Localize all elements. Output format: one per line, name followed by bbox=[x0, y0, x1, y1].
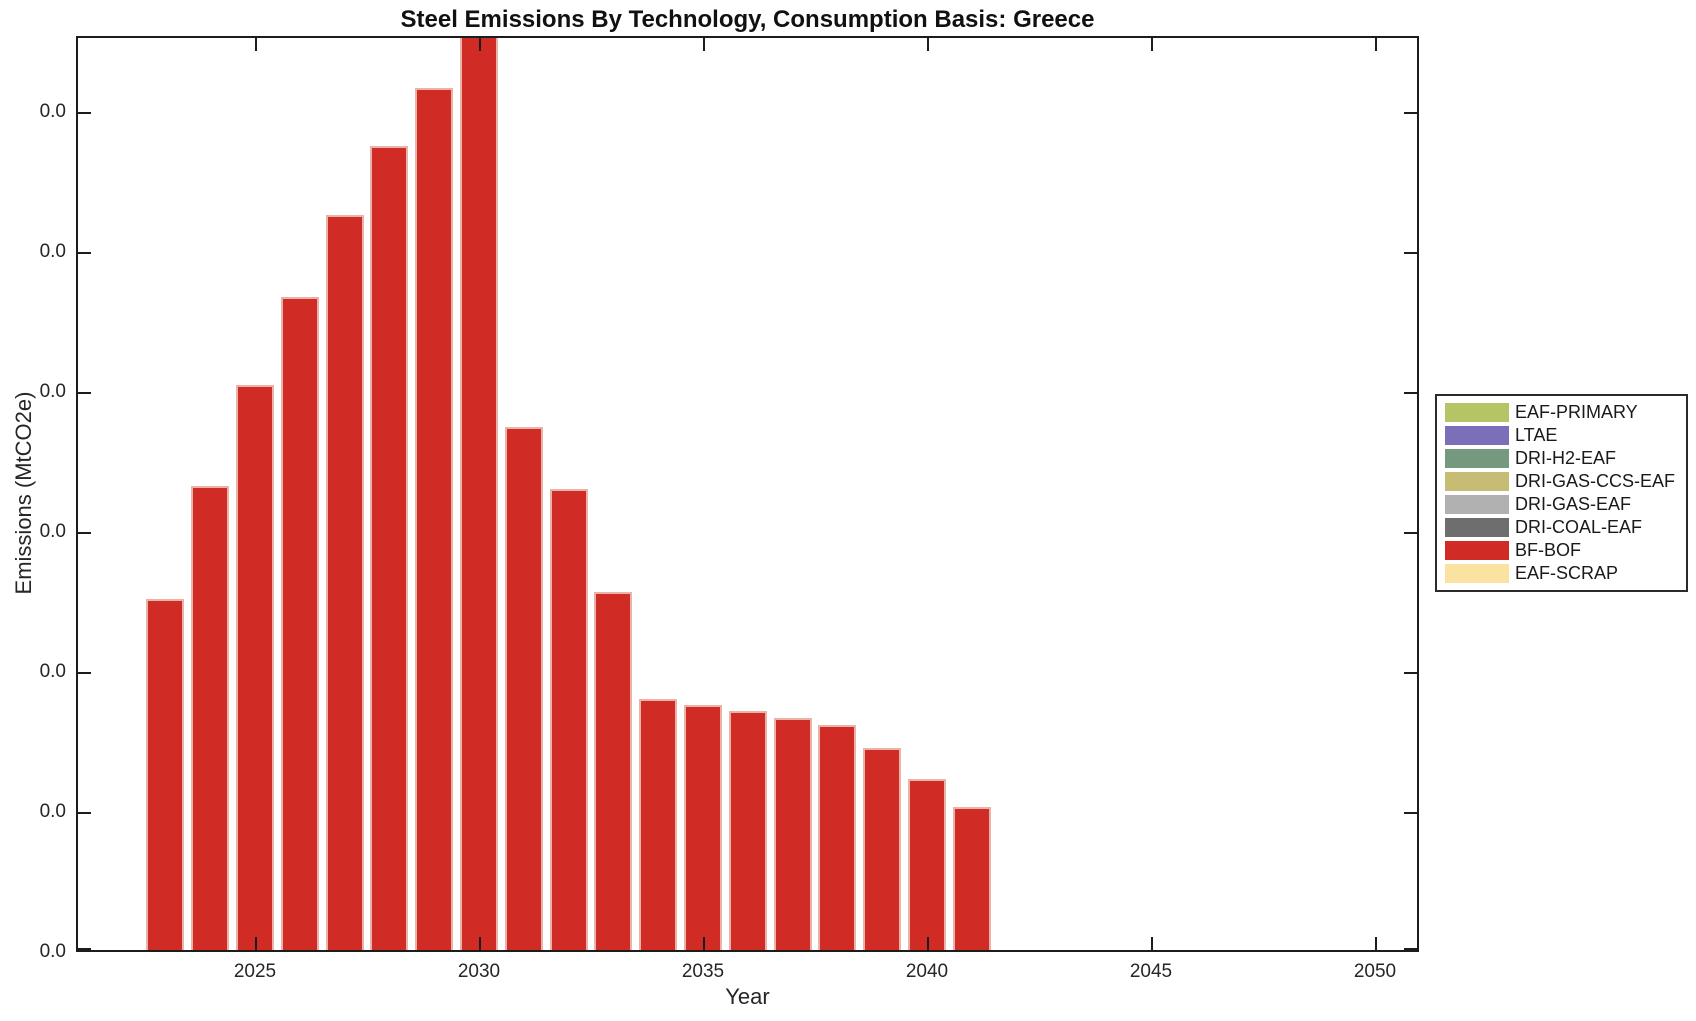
x-tick-label-2025: 2025 bbox=[233, 961, 277, 982]
bar-2028 bbox=[370, 146, 409, 950]
bar-2027 bbox=[325, 215, 364, 950]
bar-2030 bbox=[460, 38, 498, 950]
y-tick-mark-left-6 bbox=[78, 948, 91, 950]
y-tick-mark-right-3 bbox=[1404, 532, 1417, 534]
bar-2036 bbox=[728, 711, 767, 950]
bar-2031 bbox=[504, 427, 543, 950]
y-tick-mark-right-4 bbox=[1404, 672, 1417, 674]
legend-label-dri-coal-eaf: DRI-COAL-EAF bbox=[1515, 517, 1643, 537]
legend-swatch-ltae bbox=[1445, 426, 1509, 445]
y-tick-label-6: 0.0 bbox=[39, 941, 66, 962]
y-tick-mark-right-2 bbox=[1404, 392, 1417, 394]
y-tick-mark-right-1 bbox=[1404, 252, 1417, 254]
legend: EAF-PRIMARY LTAE DRI-H2-EAF DRI-GAS-CCS-EAF… bbox=[1435, 394, 1688, 592]
y-tick-label-3: 0.0 bbox=[39, 521, 66, 542]
plot-canvas bbox=[78, 38, 1417, 950]
legend-label-eaf-scrap: EAF-SCRAP bbox=[1515, 563, 1619, 583]
x-tick-mark-bottom-2045 bbox=[1151, 937, 1153, 950]
bar-2038 bbox=[818, 725, 857, 950]
x-tick-mark-top-2040 bbox=[927, 38, 929, 51]
bar-2032 bbox=[549, 489, 588, 950]
legend-item-dri-coal-eaf: DRI-COAL-EAF bbox=[1437, 516, 1686, 539]
x-tick-mark-bottom-2040 bbox=[927, 937, 929, 950]
x-tick-mark-bottom-2030 bbox=[479, 937, 481, 950]
legend-item-eaf-primary: EAF-PRIMARY bbox=[1437, 401, 1686, 424]
legend-label-eaf-primary: EAF-PRIMARY bbox=[1515, 402, 1638, 422]
legend-swatch-eaf-scrap bbox=[1445, 564, 1509, 583]
legend-label-ltae: LTAE bbox=[1515, 425, 1558, 445]
chart-title: Steel Emissions By Technology, Consumpti… bbox=[400, 6, 1095, 33]
legend-swatch-bf-bof bbox=[1445, 541, 1509, 560]
y-tick-mark-left-4 bbox=[78, 672, 91, 674]
bar-2039 bbox=[863, 748, 902, 950]
y-tick-label-0: 0.0 bbox=[39, 101, 66, 122]
y-tick-label-4: 0.0 bbox=[39, 661, 66, 682]
x-tick-mark-top-2030 bbox=[479, 38, 481, 51]
x-tick-mark-top-2045 bbox=[1151, 38, 1153, 51]
bar-2026 bbox=[280, 297, 319, 950]
x-tick-label-2035: 2035 bbox=[681, 961, 725, 982]
bar-2033 bbox=[594, 592, 633, 950]
legend-item-dri-gas-eaf: DRI-GAS-EAF bbox=[1437, 493, 1686, 516]
x-tick-mark-bottom-2050 bbox=[1375, 937, 1377, 950]
legend-item-ltae: LTAE bbox=[1437, 424, 1686, 447]
y-tick-mark-right-0 bbox=[1404, 112, 1417, 114]
bar-2041 bbox=[952, 807, 991, 950]
legend-item-eaf-scrap: EAF-SCRAP bbox=[1437, 562, 1686, 585]
bar-2024 bbox=[191, 486, 230, 950]
y-tick-mark-left-5 bbox=[78, 812, 91, 814]
bar-2034 bbox=[639, 699, 678, 950]
legend-label-dri-gas-ccs-eaf: DRI-GAS-CCS-EAF bbox=[1515, 471, 1676, 491]
legend-label-bf-bof: BF-BOF bbox=[1515, 540, 1581, 560]
x-tick-mark-top-2025 bbox=[255, 38, 257, 51]
legend-item-dri-h2-eaf: DRI-H2-EAF bbox=[1437, 447, 1686, 470]
y-tick-mark-left-1 bbox=[78, 252, 91, 254]
x-tick-mark-top-2035 bbox=[703, 38, 705, 51]
y-tick-mark-right-5 bbox=[1404, 812, 1417, 814]
y-tick-mark-left-0 bbox=[78, 112, 91, 114]
x-tick-mark-bottom-2025 bbox=[255, 937, 257, 950]
bar-2037 bbox=[773, 718, 812, 950]
y-tick-label-1: 0.0 bbox=[39, 241, 66, 262]
legend-swatch-dri-gas-eaf bbox=[1445, 495, 1509, 514]
bar-2029 bbox=[415, 88, 454, 950]
bar-2035 bbox=[684, 705, 722, 950]
x-tick-label-2040: 2040 bbox=[905, 961, 949, 982]
x-tick-label-2045: 2045 bbox=[1129, 961, 1173, 982]
y-axis-label: Emissions (MtCO2e) bbox=[11, 391, 36, 595]
x-axis-label: Year bbox=[725, 984, 770, 1009]
legend-item-bf-bof: BF-BOF bbox=[1437, 539, 1686, 562]
bar-2025 bbox=[236, 385, 274, 950]
legend-label-dri-h2-eaf: DRI-H2-EAF bbox=[1515, 448, 1617, 468]
x-tick-label-2030: 2030 bbox=[457, 961, 501, 982]
bar-2023 bbox=[146, 599, 185, 950]
legend-swatch-eaf-primary bbox=[1445, 403, 1509, 422]
x-tick-mark-top-2050 bbox=[1375, 38, 1377, 51]
legend-swatch-dri-h2-eaf bbox=[1445, 449, 1509, 468]
y-tick-mark-left-2 bbox=[78, 392, 91, 394]
y-tick-label-2: 0.0 bbox=[39, 381, 66, 402]
legend-swatch-dri-gas-ccs-eaf bbox=[1445, 472, 1509, 491]
y-tick-label-5: 0.0 bbox=[39, 801, 66, 822]
x-tick-mark-bottom-2035 bbox=[703, 937, 705, 950]
bar-2040 bbox=[908, 779, 946, 950]
plot-area bbox=[76, 36, 1419, 952]
x-tick-label-2050: 2050 bbox=[1353, 961, 1397, 982]
y-tick-mark-right-6 bbox=[1404, 948, 1417, 950]
legend-swatch-dri-coal-eaf bbox=[1445, 518, 1509, 537]
y-tick-mark-left-3 bbox=[78, 532, 91, 534]
legend-label-dri-gas-eaf: DRI-GAS-EAF bbox=[1515, 494, 1632, 514]
legend-item-dri-gas-ccs-eaf: DRI-GAS-CCS-EAF bbox=[1437, 470, 1686, 493]
